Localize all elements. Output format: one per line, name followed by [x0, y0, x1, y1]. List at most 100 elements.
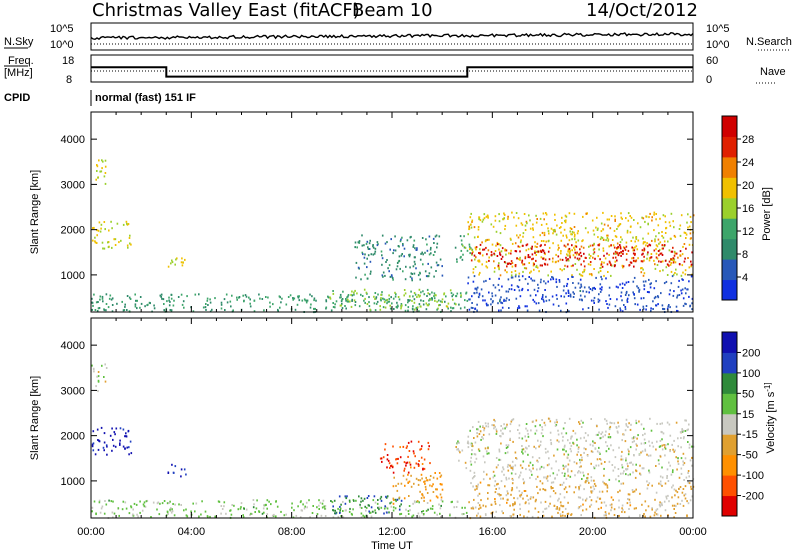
heatmap-cell	[648, 257, 651, 260]
heatmap-cell	[535, 264, 538, 267]
heatmap-cell	[673, 260, 675, 263]
heatmap-cell	[541, 419, 543, 421]
heatmap-cell	[550, 278, 552, 281]
heatmap-cell	[488, 259, 490, 262]
heatmap-cell	[657, 296, 660, 299]
heatmap-cell	[493, 418, 495, 421]
heatmap-cell	[547, 230, 550, 233]
heatmap-cell	[488, 291, 490, 294]
heatmap-cell	[606, 252, 608, 255]
heatmap-cell	[309, 306, 312, 309]
heatmap-cell	[361, 251, 364, 254]
heatmap-cell	[173, 514, 176, 517]
heatmap-cell	[514, 451, 517, 454]
heatmap-cell	[525, 249, 528, 252]
heatmap-cell	[332, 509, 334, 511]
heatmap-cell	[429, 484, 431, 487]
colorbar-swatch	[722, 393, 737, 415]
heatmap-cell	[535, 498, 537, 501]
heatmap-cell	[468, 243, 471, 246]
heatmap-cell	[440, 504, 442, 507]
heatmap-cell	[626, 502, 629, 505]
heatmap-cell	[659, 252, 662, 255]
heatmap-cell	[347, 294, 350, 296]
y-tick-label: 2000	[61, 431, 85, 443]
heatmap-cell	[467, 276, 470, 279]
heatmap-cell	[574, 256, 576, 259]
heatmap-cell	[474, 258, 476, 261]
heatmap-cell	[573, 491, 575, 494]
heatmap-cell	[606, 486, 609, 489]
heatmap-cell	[529, 271, 531, 274]
heatmap-cell	[577, 450, 580, 453]
heatmap-cell	[342, 516, 345, 519]
heatmap-cell	[125, 432, 127, 435]
heatmap-cell	[620, 251, 622, 254]
heatmap-cell	[119, 427, 122, 430]
heatmap-cell	[663, 244, 666, 247]
heatmap-cell	[638, 290, 640, 293]
heatmap-cell	[595, 464, 597, 467]
heatmap-cell	[363, 244, 365, 247]
heatmap-cell	[510, 420, 513, 423]
heatmap-cell	[263, 309, 265, 312]
heatmap-cell	[103, 247, 106, 250]
heatmap-cell	[372, 253, 375, 256]
heatmap-cell	[633, 454, 635, 457]
heatmap-cell	[522, 235, 524, 238]
heatmap-cell	[474, 266, 477, 268]
heatmap-cell	[91, 445, 94, 448]
heatmap-cell	[402, 445, 405, 448]
heatmap-cell	[549, 495, 552, 498]
heatmap-cell	[564, 221, 567, 224]
heatmap-cell	[207, 304, 209, 306]
heatmap-cell	[107, 241, 109, 244]
heatmap-cell	[593, 302, 595, 304]
heatmap-cell	[381, 234, 384, 237]
heatmap-cell	[684, 430, 687, 432]
heatmap-cell	[588, 273, 591, 276]
heatmap-cell	[577, 446, 580, 449]
heatmap-cell	[653, 297, 656, 300]
heatmap-cell	[511, 467, 514, 470]
heatmap-cell	[408, 450, 411, 452]
heatmap-cell	[315, 299, 317, 302]
heatmap-cell	[249, 305, 252, 308]
heatmap-cell	[475, 248, 477, 251]
heatmap-cell	[470, 453, 473, 456]
heatmap-cell	[608, 460, 611, 463]
heatmap-cell	[92, 449, 95, 452]
heatmap-cell	[93, 370, 95, 373]
heatmap-cell	[601, 286, 603, 289]
heatmap-cell	[621, 466, 624, 469]
heatmap-cell	[613, 508, 616, 511]
heatmap-cell	[497, 492, 499, 495]
heatmap-cell	[435, 270, 437, 272]
heatmap-cell	[526, 222, 528, 225]
heatmap-cell	[567, 278, 569, 281]
heatmap-cell	[656, 257, 659, 260]
heatmap-cell	[596, 450, 599, 453]
heatmap-cell	[392, 509, 395, 512]
heatmap-cell	[599, 267, 601, 270]
heatmap-cell	[565, 432, 568, 435]
heatmap-cell	[674, 449, 676, 452]
heatmap-cell	[550, 443, 553, 446]
heatmap-cell	[568, 485, 571, 488]
heatmap-cell	[575, 245, 578, 248]
heatmap-cell	[329, 296, 331, 299]
heatmap-cell	[524, 257, 527, 260]
heatmap-cell	[397, 457, 399, 460]
heatmap-cell	[666, 477, 668, 479]
heatmap-cell	[516, 234, 518, 237]
heatmap-cell	[421, 237, 424, 239]
heatmap-cell	[511, 265, 514, 268]
heatmap-cell	[532, 420, 534, 423]
heatmap-cell	[556, 224, 558, 227]
heatmap-cell	[182, 261, 184, 264]
heatmap-cell	[596, 216, 598, 219]
heatmap-cell	[159, 502, 161, 505]
heatmap-cell	[427, 292, 429, 295]
heatmap-cell	[96, 428, 99, 431]
